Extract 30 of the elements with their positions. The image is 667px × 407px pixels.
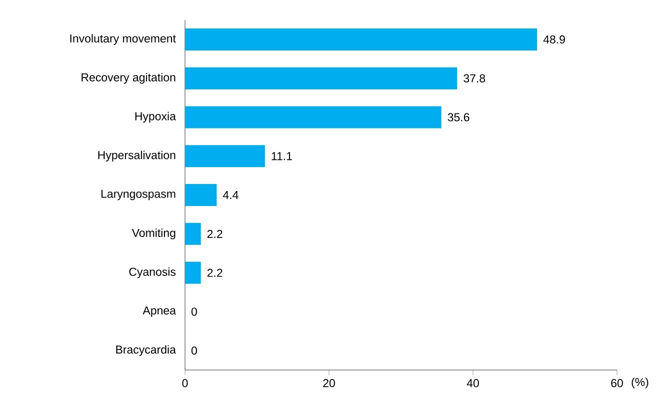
data-label: 11.1 xyxy=(272,152,292,160)
data-label: 2.2 xyxy=(207,268,222,277)
y-tick-label: Involutary movement xyxy=(70,34,176,45)
y-tick-label: Apnea xyxy=(142,306,176,317)
data-label: 37.8 xyxy=(464,74,486,82)
y-tick-label: Laryngospasm xyxy=(101,190,176,200)
bar xyxy=(185,145,265,168)
data-label: 0 xyxy=(191,308,197,316)
data-label: 0 xyxy=(191,346,197,355)
y-tick-label: Bracycardia xyxy=(116,345,176,356)
x-tick-label: 40 xyxy=(466,379,479,388)
y-tick-label: Recovery agitation xyxy=(82,72,176,84)
data-label: 2.2 xyxy=(207,230,222,238)
y-tick-label: Hypersalivation xyxy=(98,150,176,162)
data-label: 35.6 xyxy=(448,113,470,122)
x-axis-title: (%) xyxy=(632,378,648,388)
bar xyxy=(185,184,217,206)
data-label: 4.4 xyxy=(222,191,238,199)
bar xyxy=(185,28,538,50)
y-tick-label: Cyanosis xyxy=(129,267,176,278)
data-label: 48.9 xyxy=(543,35,565,44)
y-tick-label: Vomiting xyxy=(132,228,176,240)
bar xyxy=(185,67,458,90)
x-tick-label: 20 xyxy=(323,379,335,388)
bar xyxy=(185,106,442,128)
x-tick-label: 0 xyxy=(182,379,188,388)
bar xyxy=(185,222,201,245)
x-tick-label: 60 xyxy=(611,379,623,388)
bar xyxy=(185,262,201,284)
y-tick-label: Hypoxia xyxy=(135,112,176,123)
